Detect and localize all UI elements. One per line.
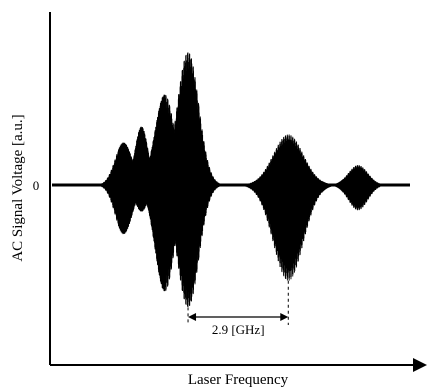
signal-burst xyxy=(232,134,344,281)
annotation-label: 2.9 [GHz] xyxy=(212,322,265,337)
y-axis-label: AC Signal Voltage [a.u.] xyxy=(10,114,26,261)
x-axis-label: Laser Frequency xyxy=(188,372,289,388)
y-tick-label: 0 xyxy=(33,178,40,193)
annotation-arrowhead-icon xyxy=(280,313,289,321)
signal-burst xyxy=(148,52,228,307)
annotation-arrowhead-icon xyxy=(188,313,197,321)
x-axis-arrow-icon xyxy=(413,358,427,372)
signal-burst xyxy=(322,165,394,211)
frequency-spacing-annotation: 2.9 [GHz] xyxy=(187,280,289,337)
plot-area xyxy=(52,52,410,307)
